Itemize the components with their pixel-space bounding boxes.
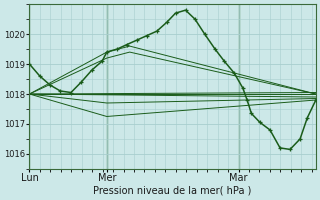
X-axis label: Pression niveau de la mer( hPa ): Pression niveau de la mer( hPa ) — [93, 186, 252, 196]
